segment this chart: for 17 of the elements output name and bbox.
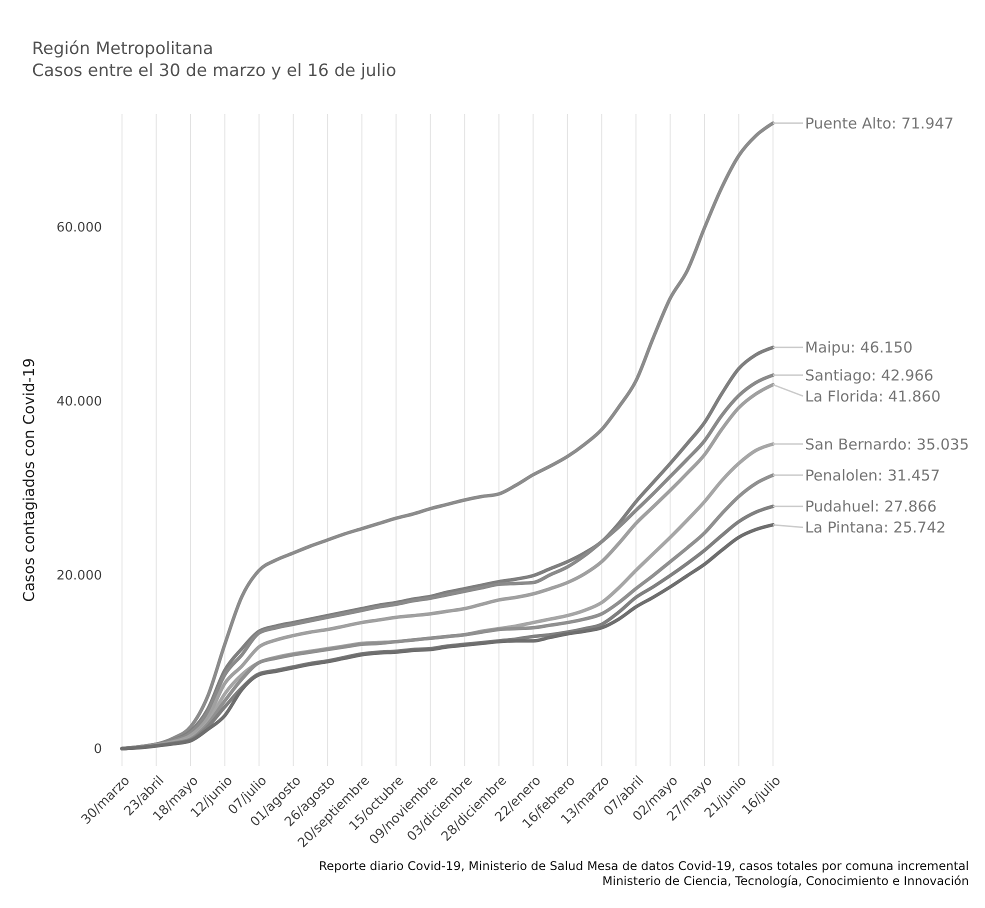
chart-subtitle: Casos entre el 30 de marzo y el 16 de julio	[32, 61, 396, 81]
text: Ministerio de Ciencia, Tecnología, Conocimiento e Innovación	[602, 874, 969, 888]
y-tick-label: 0	[94, 742, 102, 758]
text: Pudahuel: 27.866	[805, 498, 937, 516]
text: Penalolen: 31.457	[805, 466, 940, 484]
text: Santiago: 42.966	[805, 366, 934, 384]
y-axis-title: Casos contagiados con Covid-19	[20, 358, 38, 602]
text: La Florida: 41.860	[805, 387, 941, 406]
text: San Bernardo: 35.035	[805, 435, 970, 454]
text: Reporte diario Covid-19, Ministerio de Salud Mesa de datos Covid-19, casos totales por comuna incremental	[318, 859, 969, 873]
y-tick-label: 40.000	[56, 394, 102, 410]
y-tick-label: 20.000	[56, 568, 102, 584]
text: Puente Alto: 71.947	[805, 114, 954, 132]
text: La Pintana: 25.742	[805, 518, 946, 537]
chart-title: Región Metropolitana	[32, 39, 214, 59]
y-tick-label: 60.000	[56, 220, 102, 236]
text: Maipu: 46.150	[805, 338, 913, 357]
